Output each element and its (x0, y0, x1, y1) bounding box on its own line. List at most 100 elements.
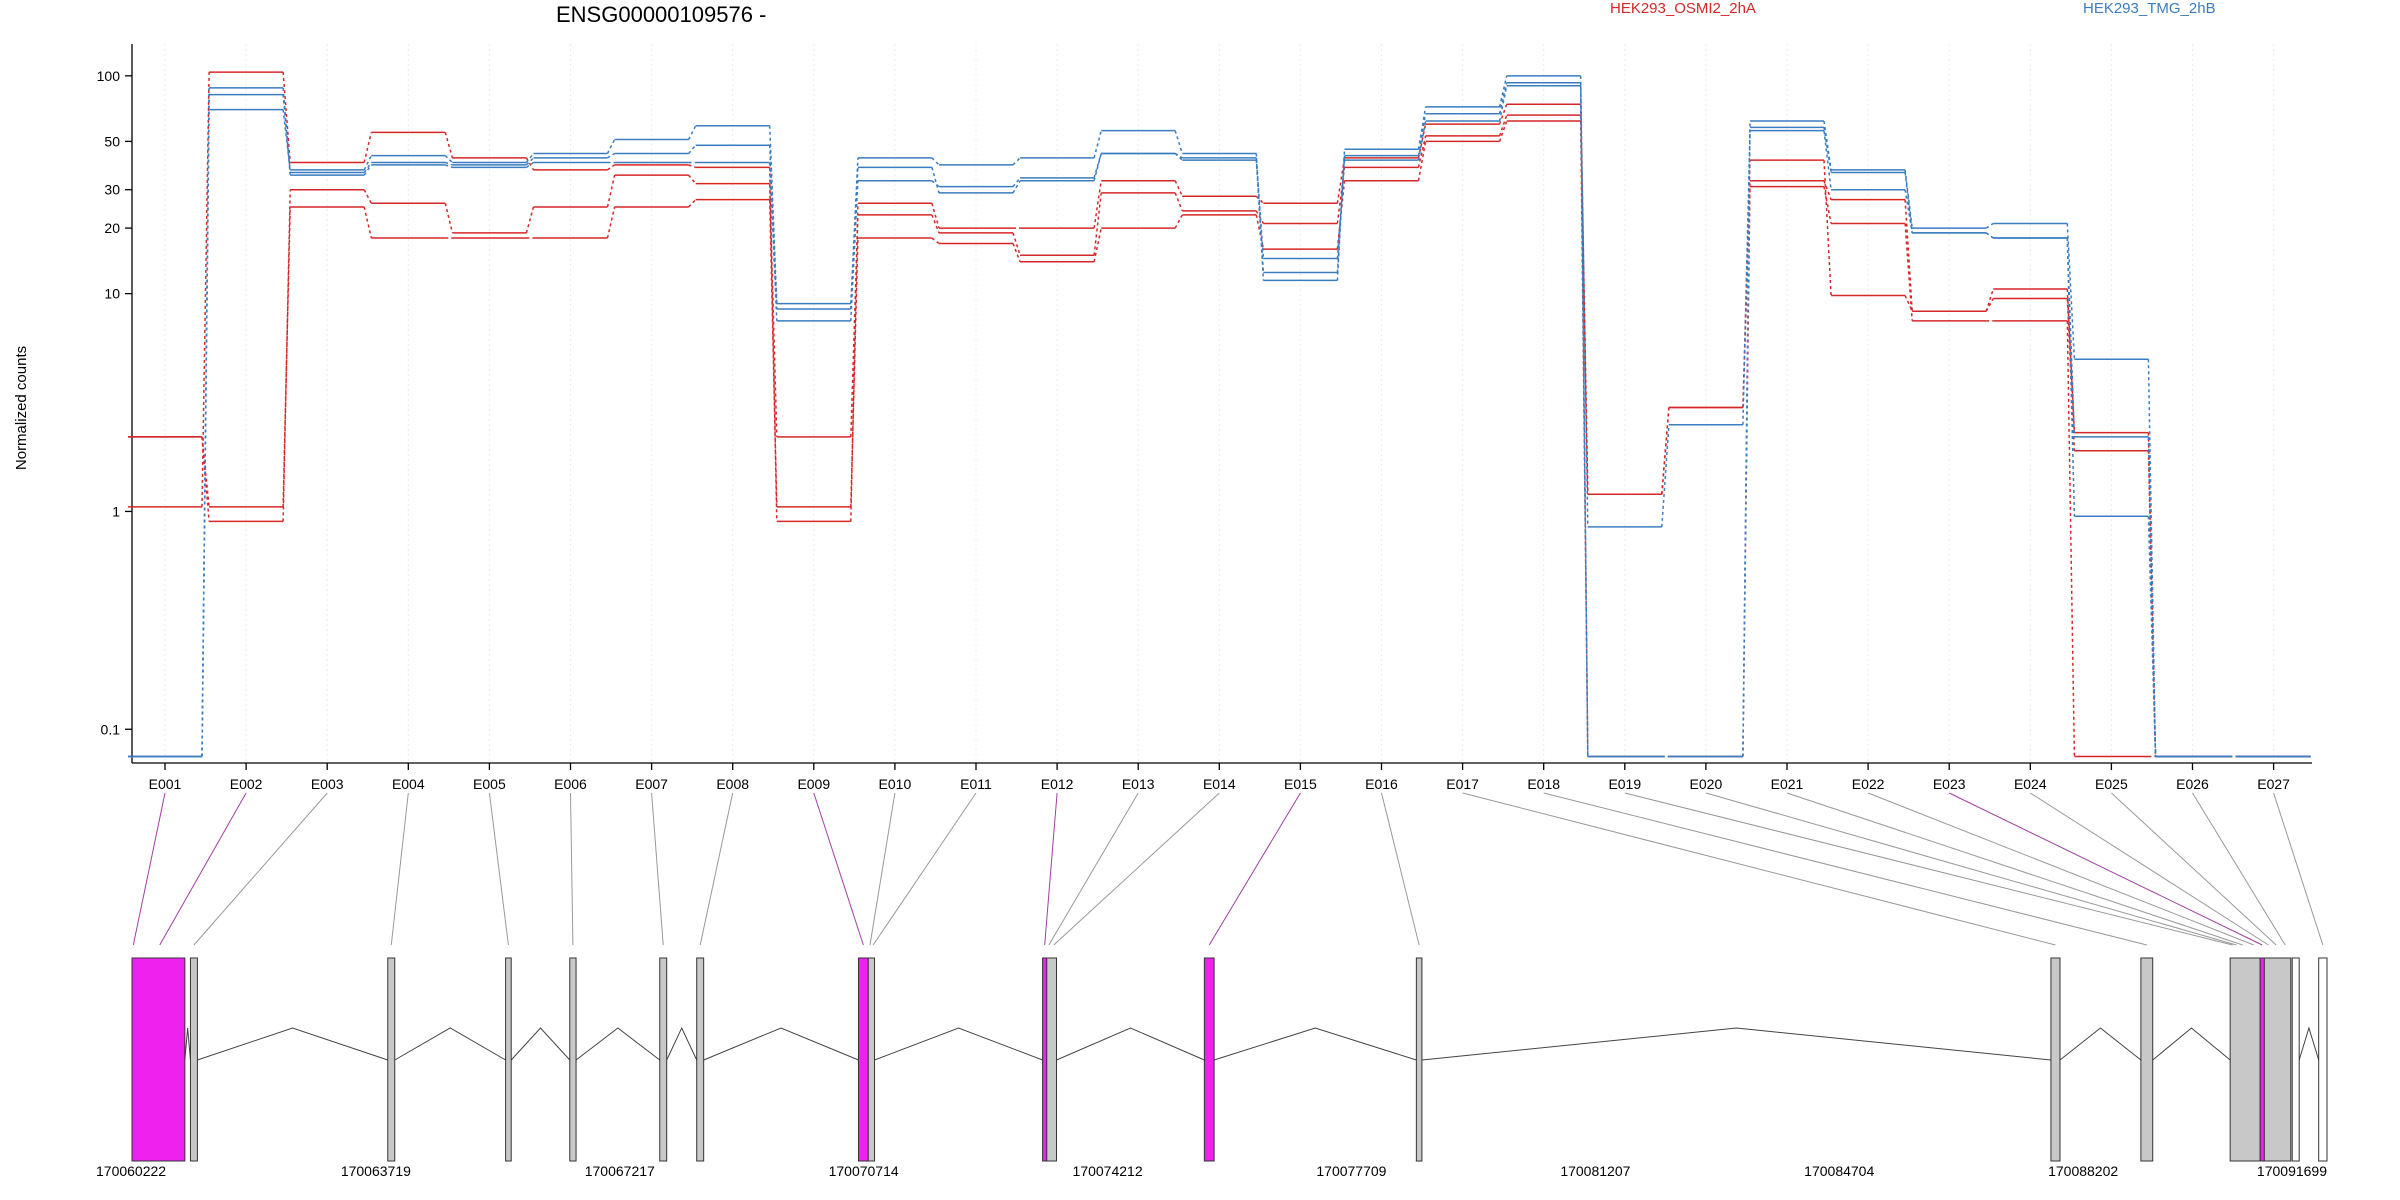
exon-block (2263, 957, 2292, 1162)
x-tick-label: E009 (797, 776, 830, 792)
exon-block (659, 957, 668, 1162)
exon-block (1203, 957, 1215, 1162)
exon-connector (159, 792, 247, 946)
series-lines (128, 71, 2311, 758)
exon-connector (1048, 792, 1139, 946)
exon-connector (651, 792, 664, 946)
exon-connector (132, 792, 166, 946)
intron-line (184, 1027, 191, 1061)
x-tick-label: E025 (2095, 776, 2128, 792)
exon-connector (699, 792, 734, 946)
intron-line (575, 1027, 661, 1061)
gene-model (131, 957, 2328, 1162)
genomic-tick-label: 170063719 (341, 1163, 411, 1179)
series-line (201, 85, 2237, 758)
exon-block (387, 957, 396, 1162)
exon-connector (1462, 792, 2056, 946)
x-tick-label: E021 (1771, 776, 1804, 792)
x-tick-label: E019 (1608, 776, 1641, 792)
series-line (128, 120, 2311, 758)
exon-block (505, 957, 512, 1162)
y-tick-label: 50 (104, 133, 120, 149)
genomic-tick-label: 170081207 (1560, 1163, 1630, 1179)
exon-connector (2030, 792, 2269, 946)
x-tick-label: E006 (554, 776, 587, 792)
chart-title: ENSG00000109576 - (556, 2, 766, 27)
exon-connector (2273, 792, 2324, 946)
exon-block (1046, 957, 1058, 1162)
exon-connector (1624, 792, 2233, 946)
exon-connector-lines (132, 792, 2324, 946)
x-tick-label: E004 (392, 776, 425, 792)
y-axis: 0.1 1 10 20 30 50 100 (97, 44, 133, 763)
exon-connector (1543, 792, 2147, 946)
exon-connector (2192, 792, 2286, 946)
intron-line (510, 1027, 571, 1061)
x-tick-label: E013 (1122, 776, 1155, 792)
y-axis-label: Normalized counts (13, 346, 30, 470)
intron-line (703, 1027, 859, 1061)
x-tick-label: E012 (1041, 776, 1074, 792)
x-tick-label: E018 (1527, 776, 1560, 792)
intron-line (2059, 1027, 2142, 1061)
x-tick-label: E017 (1446, 776, 1479, 792)
genomic-tick-label: 170077709 (1316, 1163, 1386, 1179)
genomic-tick-label: 170084704 (1804, 1163, 1874, 1179)
series-line (128, 85, 2311, 758)
exon-connector (1053, 792, 1220, 946)
exon-block (867, 957, 876, 1162)
intron-line (1213, 1027, 1417, 1061)
intron-line (197, 1027, 388, 1061)
genomic-tick-label: 170091699 (2257, 1163, 2327, 1179)
exon-block (2229, 957, 2261, 1162)
y-tick-label: 0.1 (101, 721, 121, 737)
x-tick-label: E020 (1690, 776, 1723, 792)
exon-connector (1786, 792, 2243, 946)
x-tick-label: E026 (2176, 776, 2209, 792)
x-tick-label: E027 (2257, 776, 2290, 792)
genomic-tick-label: 170070714 (829, 1163, 899, 1179)
x-tick-label: E010 (879, 776, 912, 792)
legend-entry-osmi2: HEK293_OSMI2_2hA (1610, 0, 1756, 17)
exon-connector (1948, 792, 2263, 946)
plot-grid (164, 44, 2275, 763)
x-axis: E001 E002 E003 E004 E005 E006 E007 E008 E009 E010… (132, 762, 2312, 792)
y-tick-label: 30 (104, 182, 120, 198)
x-tick-label: E001 (149, 776, 182, 792)
genomic-tick-label: 170074212 (1073, 1163, 1143, 1179)
exon-block (857, 957, 869, 1162)
y-tick-label: 20 (104, 220, 120, 236)
x-tick-label: E014 (1203, 776, 1236, 792)
genomic-axis: 170060222 170063719 170067217 170070714 1700… (96, 1163, 2327, 1179)
genomic-tick-label: 170060222 (96, 1163, 166, 1179)
exon-block (2291, 957, 2300, 1162)
intron-line (1056, 1027, 1205, 1061)
exon-block (2318, 957, 2328, 1162)
intron-line (1421, 1027, 2051, 1061)
x-tick-label: E005 (473, 776, 506, 792)
x-tick-label: E007 (635, 776, 668, 792)
exon-connector (1381, 792, 1420, 946)
exon-connector (2111, 792, 2277, 946)
exon-connector (390, 792, 409, 946)
exon-block (569, 957, 577, 1162)
genomic-tick-label: 170067217 (585, 1163, 655, 1179)
exon-block (2140, 957, 2154, 1162)
exon-connector (488, 792, 509, 946)
x-tick-label: E024 (2014, 776, 2047, 792)
exon-connector (1705, 792, 2237, 946)
x-tick-label: E023 (1933, 776, 1966, 792)
x-tick-label: E016 (1365, 776, 1398, 792)
exon-block (2050, 957, 2061, 1162)
x-tick-label: E008 (716, 776, 749, 792)
x-tick-label: E002 (230, 776, 263, 792)
intron-line (874, 1027, 1043, 1061)
exon-connector (1044, 792, 1058, 946)
exon-block (189, 957, 198, 1162)
exon-block (131, 957, 186, 1162)
x-tick-label: E015 (1284, 776, 1317, 792)
legend-entry-tmg: HEK293_TMG_2hB (2083, 0, 2216, 17)
y-tick-label: 100 (97, 68, 121, 84)
series-line (201, 120, 2237, 758)
exon-connector (570, 792, 574, 946)
